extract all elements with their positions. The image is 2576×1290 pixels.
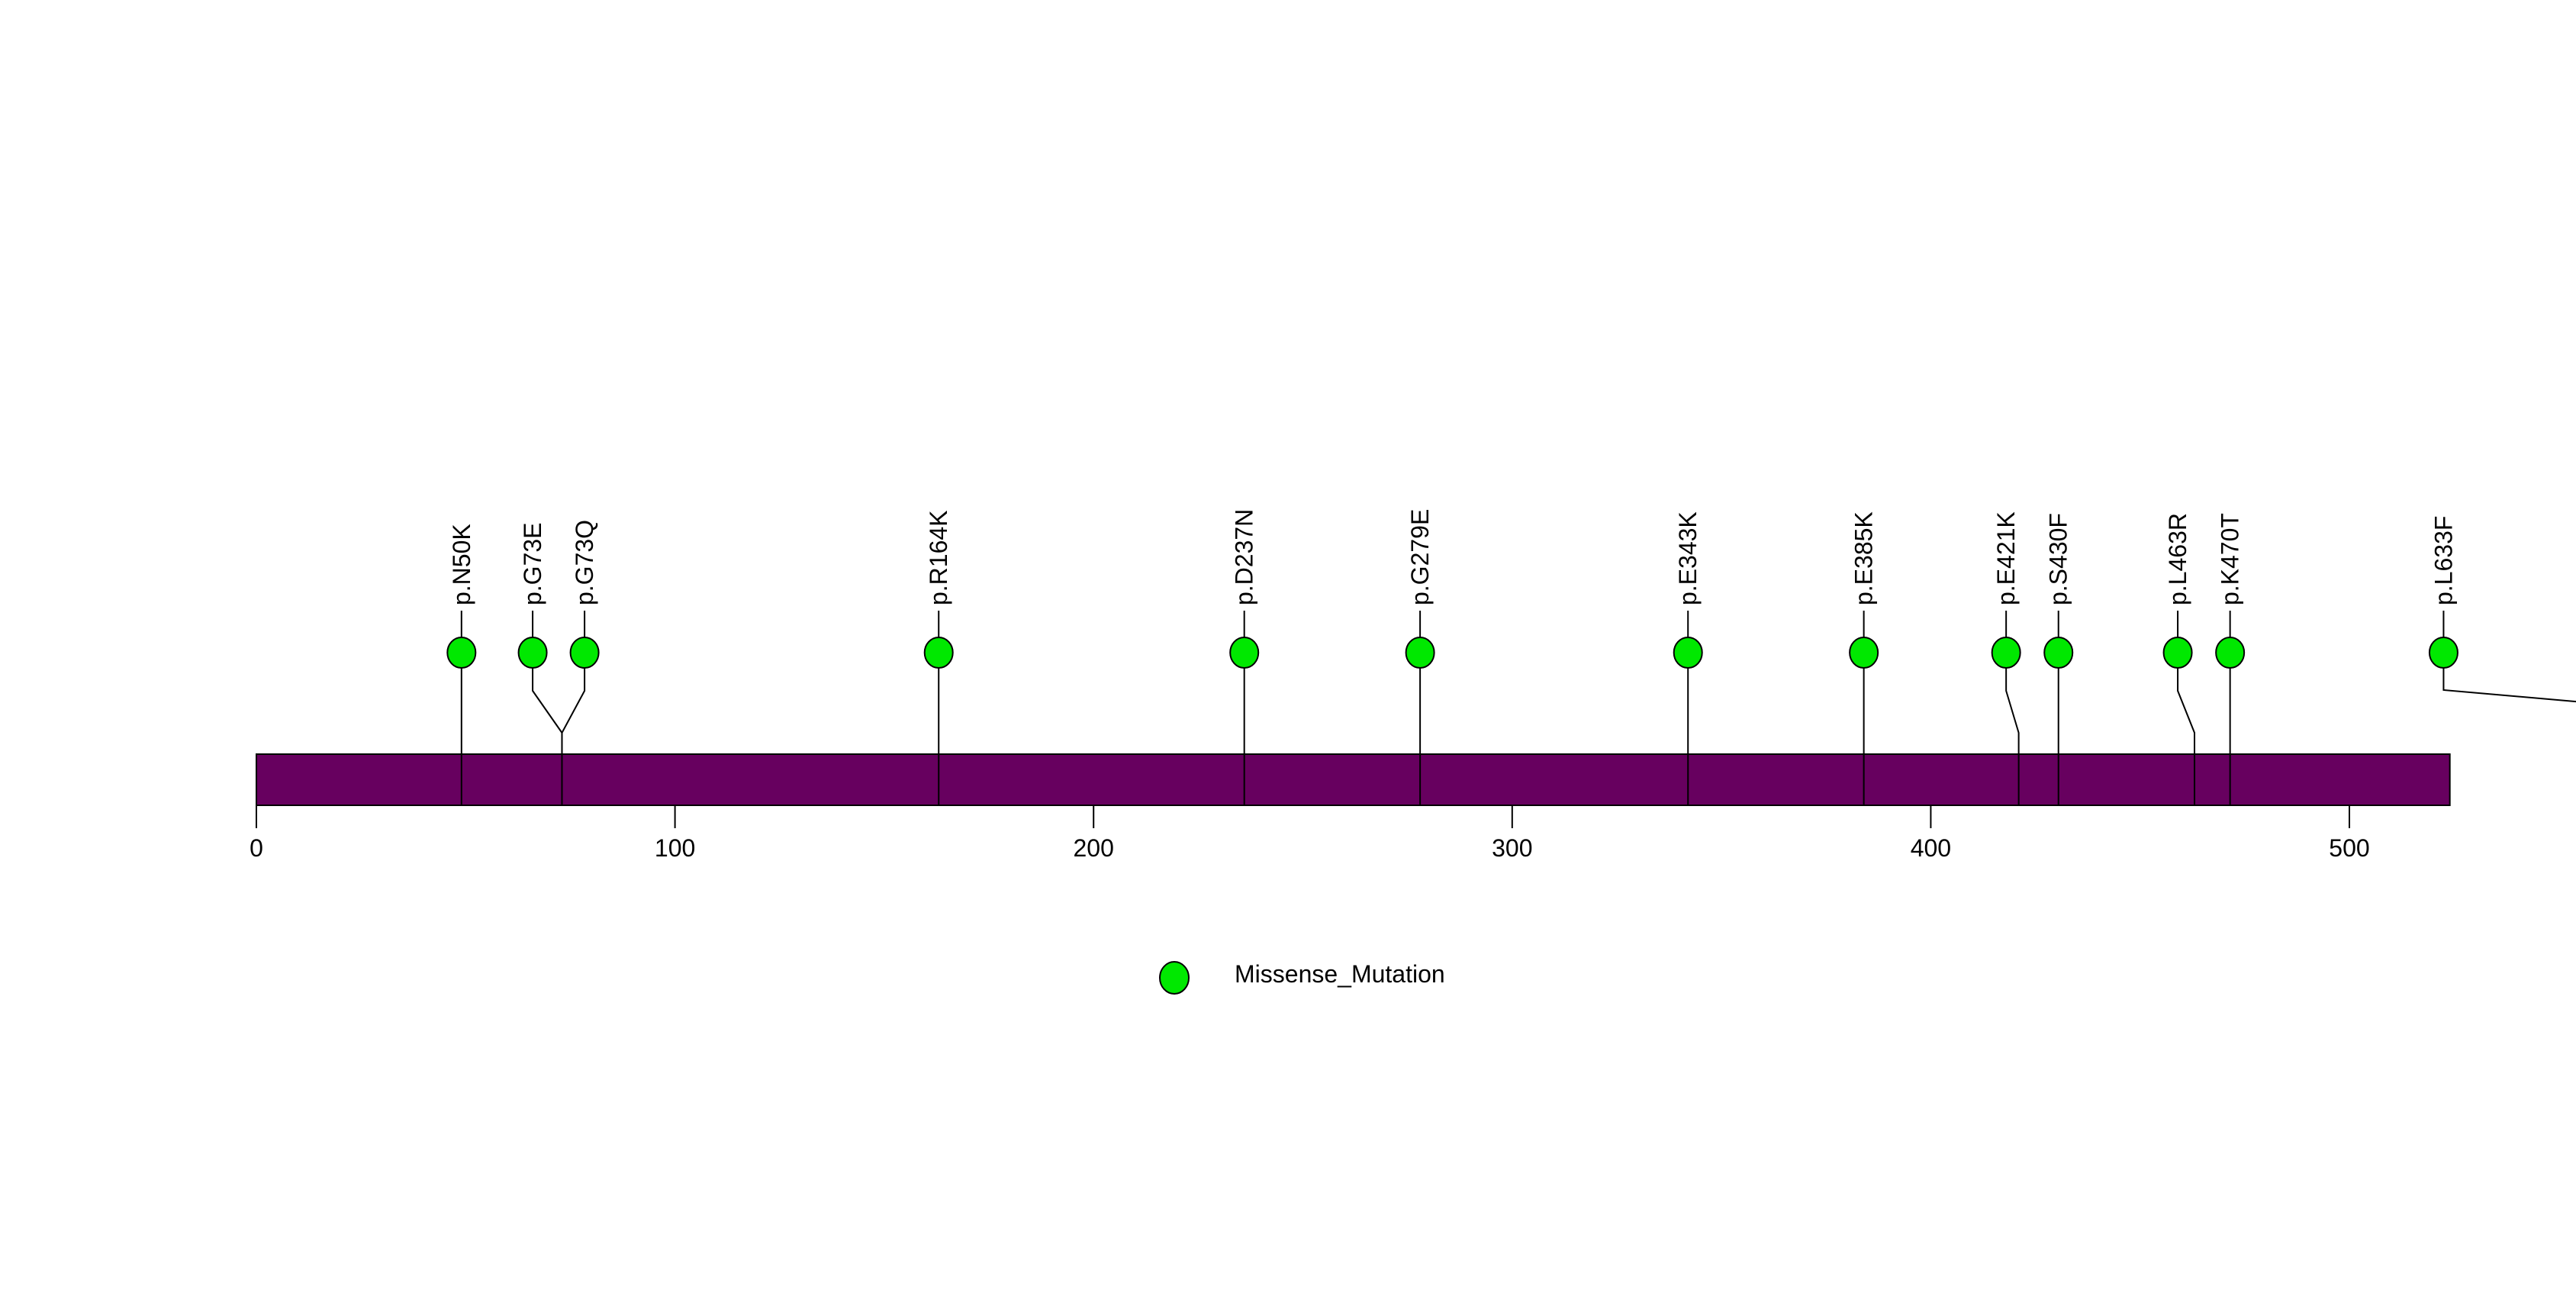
mutation-label: p.G279E [1406, 509, 1434, 605]
mutation-label: p.E421K [1992, 511, 2020, 605]
mutation-point [2215, 637, 2246, 669]
mutation-point [1405, 637, 1435, 669]
mutation-point [2162, 637, 2193, 669]
mutation-label: p.E385K [1850, 511, 1878, 605]
mutation-point [2428, 637, 2458, 669]
x-axis-tick-label: 500 [2329, 834, 2369, 862]
protein-bar [256, 753, 2451, 806]
legend-marker-icon [1159, 961, 1190, 995]
legend-label: Missense_Mutation [1235, 960, 1445, 988]
x-axis-tick-label: 100 [655, 834, 695, 862]
x-axis-tick-label: 400 [1911, 834, 1951, 862]
lollipop-stem [2442, 611, 2576, 703]
mutation-label: p.L463R [2164, 513, 2191, 605]
x-axis-tick-label: 300 [1492, 834, 1532, 862]
mutation-point [569, 637, 600, 669]
mutation-label: p.N50K [448, 524, 475, 605]
legend: Missense_Mutation [1159, 960, 1445, 995]
chart-root: 0 100 200 300 400 500 p.N50K p.G73E p.G73Q p.R164… [250, 509, 2576, 862]
mutation-label: p.G73E [519, 522, 546, 605]
mutation-label: p.R164K [925, 510, 952, 605]
mutation-label: p.E343K [1674, 511, 1702, 605]
x-axis-tick-label: 0 [250, 834, 263, 862]
mutation-point [446, 637, 477, 669]
mutation-label: p.K470T [2217, 513, 2244, 605]
mutation-label: p.S430F [2045, 513, 2072, 605]
mutation-label: p.L633F [2429, 516, 2457, 605]
mutation-point [923, 637, 954, 669]
mutation-point [1991, 637, 2021, 669]
mutation-point [2043, 637, 2074, 669]
mutation-label: p.G73Q [571, 520, 598, 605]
mutation-point [1229, 637, 1260, 669]
mutation-point [1673, 637, 1703, 669]
mutation-point [517, 637, 548, 669]
mutation-label: p.D237N [1231, 509, 1258, 605]
mutation-point [1849, 637, 1879, 669]
x-axis-tick-label: 200 [1074, 834, 1114, 862]
